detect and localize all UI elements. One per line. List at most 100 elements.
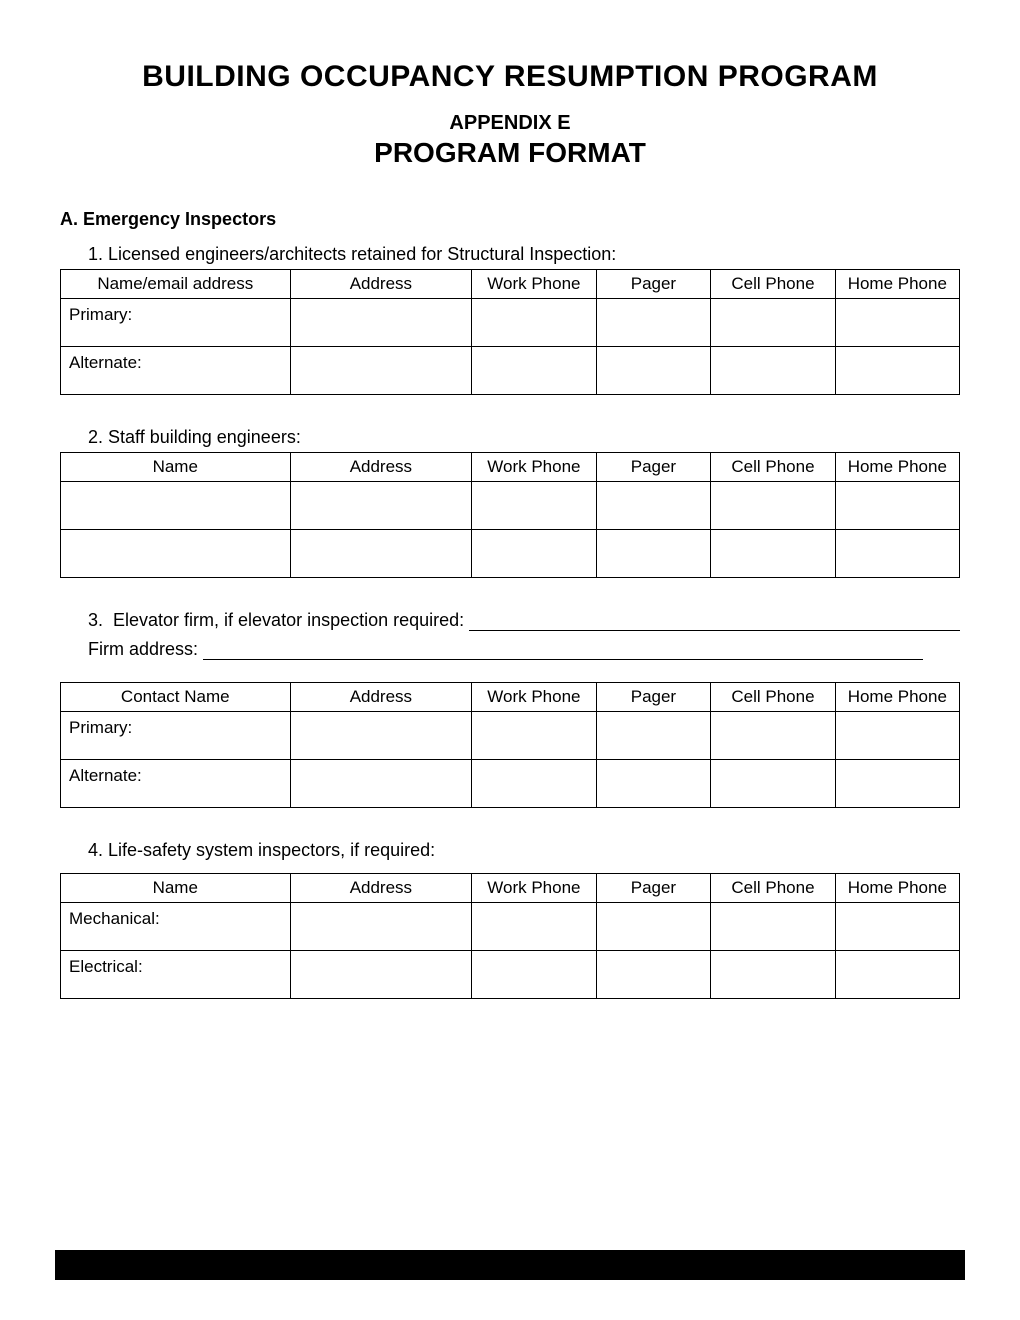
cell-work-phone[interactable] — [472, 347, 596, 395]
footer-bar — [55, 1250, 965, 1280]
th-home-phone: Home Phone — [835, 874, 959, 903]
th-home-phone: Home Phone — [835, 453, 959, 482]
cell-cell-phone[interactable] — [711, 347, 835, 395]
table-row — [61, 482, 960, 530]
th-work-phone: Work Phone — [472, 270, 596, 299]
table-header-row: Contact Name Address Work Phone Pager Ce… — [61, 683, 960, 712]
cell-home-phone[interactable] — [835, 951, 959, 999]
cell-work-phone[interactable] — [472, 482, 596, 530]
table-row: Primary: — [61, 712, 960, 760]
cell-address[interactable] — [290, 482, 472, 530]
th-address: Address — [290, 270, 472, 299]
th-contact-name: Contact Name — [61, 683, 291, 712]
th-name: Name — [61, 453, 291, 482]
cell-home-phone[interactable] — [835, 347, 959, 395]
main-title: BUILDING OCCUPANCY RESUMPTION PROGRAM — [60, 60, 960, 94]
cell-name[interactable]: Electrical: — [61, 951, 291, 999]
cell-address[interactable] — [290, 951, 472, 999]
cell-cell-phone[interactable] — [711, 712, 835, 760]
cell-cell-phone[interactable] — [711, 951, 835, 999]
th-work-phone: Work Phone — [472, 683, 596, 712]
th-address: Address — [290, 874, 472, 903]
th-home-phone: Home Phone — [835, 270, 959, 299]
item-1-label: 1. Licensed engineers/architects retaine… — [88, 244, 960, 265]
th-pager: Pager — [596, 874, 711, 903]
subtitle: PROGRAM FORMAT — [60, 137, 960, 169]
cell-work-phone[interactable] — [472, 712, 596, 760]
cell-name[interactable] — [61, 530, 291, 578]
appendix-label: APPENDIX E — [60, 112, 960, 135]
item-4-label: 4. Life-safety system inspectors, if req… — [88, 840, 960, 861]
table-elevator-contacts: Contact Name Address Work Phone Pager Ce… — [60, 682, 960, 808]
table-row — [61, 530, 960, 578]
th-name: Name — [61, 874, 291, 903]
cell-address[interactable] — [290, 530, 472, 578]
table-header-row: Name Address Work Phone Pager Cell Phone… — [61, 453, 960, 482]
cell-address[interactable] — [290, 347, 472, 395]
cell-pager[interactable] — [596, 712, 711, 760]
section-a-heading: A. Emergency Inspectors — [60, 209, 960, 230]
cell-pager[interactable] — [596, 760, 711, 808]
cell-pager[interactable] — [596, 299, 711, 347]
table-row: Primary: — [61, 299, 960, 347]
elevator-firm-field[interactable] — [469, 611, 960, 631]
cell-pager[interactable] — [596, 530, 711, 578]
cell-home-phone[interactable] — [835, 482, 959, 530]
table-row: Electrical: — [61, 951, 960, 999]
cell-pager[interactable] — [596, 903, 711, 951]
cell-cell-phone[interactable] — [711, 482, 835, 530]
th-work-phone: Work Phone — [472, 453, 596, 482]
cell-cell-phone[interactable] — [711, 530, 835, 578]
cell-pager[interactable] — [596, 347, 711, 395]
cell-address[interactable] — [290, 903, 472, 951]
item-2-label: 2. Staff building engineers: — [88, 427, 960, 448]
table-structural-inspectors: Name/email address Address Work Phone Pa… — [60, 269, 960, 395]
firm-address-field[interactable] — [203, 640, 923, 660]
th-cell-phone: Cell Phone — [711, 874, 835, 903]
item-3-row: 3. Elevator firm, if elevator inspection… — [88, 610, 960, 631]
th-work-phone: Work Phone — [472, 874, 596, 903]
th-cell-phone: Cell Phone — [711, 453, 835, 482]
cell-cell-phone[interactable] — [711, 903, 835, 951]
th-address: Address — [290, 683, 472, 712]
table-row: Alternate: — [61, 760, 960, 808]
cell-pager[interactable] — [596, 951, 711, 999]
cell-name[interactable]: Mechanical: — [61, 903, 291, 951]
th-cell-phone: Cell Phone — [711, 683, 835, 712]
cell-cell-phone[interactable] — [711, 299, 835, 347]
cell-name[interactable] — [61, 482, 291, 530]
item-3-label: 3. Elevator firm, if elevator inspection… — [88, 610, 469, 631]
cell-home-phone[interactable] — [835, 299, 959, 347]
cell-contact-name[interactable]: Primary: — [61, 712, 291, 760]
cell-work-phone[interactable] — [472, 951, 596, 999]
cell-address[interactable] — [290, 760, 472, 808]
cell-pager[interactable] — [596, 482, 711, 530]
firm-address-label: Firm address: — [88, 639, 203, 660]
cell-name[interactable]: Primary: — [61, 299, 291, 347]
cell-address[interactable] — [290, 712, 472, 760]
cell-contact-name[interactable]: Alternate: — [61, 760, 291, 808]
cell-home-phone[interactable] — [835, 903, 959, 951]
table-header-row: Name/email address Address Work Phone Pa… — [61, 270, 960, 299]
th-cell-phone: Cell Phone — [711, 270, 835, 299]
th-pager: Pager — [596, 453, 711, 482]
cell-work-phone[interactable] — [472, 903, 596, 951]
cell-name[interactable]: Alternate: — [61, 347, 291, 395]
cell-home-phone[interactable] — [835, 760, 959, 808]
cell-work-phone[interactable] — [472, 760, 596, 808]
table-life-safety-inspectors: Name Address Work Phone Pager Cell Phone… — [60, 873, 960, 999]
table-row: Mechanical: — [61, 903, 960, 951]
table-staff-engineers: Name Address Work Phone Pager Cell Phone… — [60, 452, 960, 578]
th-pager: Pager — [596, 683, 711, 712]
table-header-row: Name Address Work Phone Pager Cell Phone… — [61, 874, 960, 903]
page: BUILDING OCCUPANCY RESUMPTION PROGRAM AP… — [0, 0, 1020, 999]
cell-address[interactable] — [290, 299, 472, 347]
th-address: Address — [290, 453, 472, 482]
cell-home-phone[interactable] — [835, 530, 959, 578]
cell-work-phone[interactable] — [472, 299, 596, 347]
th-pager: Pager — [596, 270, 711, 299]
cell-work-phone[interactable] — [472, 530, 596, 578]
cell-cell-phone[interactable] — [711, 760, 835, 808]
th-name: Name/email address — [61, 270, 291, 299]
cell-home-phone[interactable] — [835, 712, 959, 760]
